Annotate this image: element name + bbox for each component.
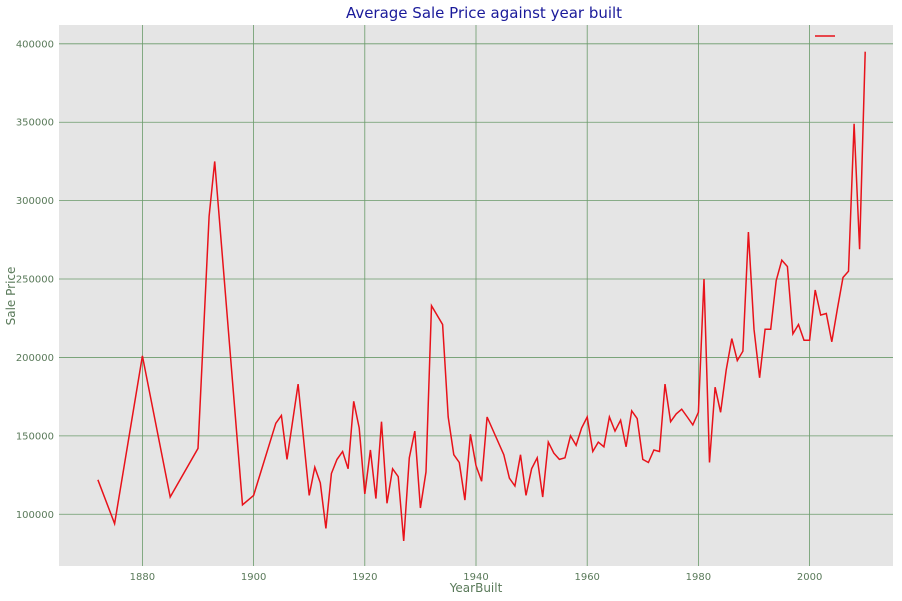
y-tick-label: 100000 [16,510,54,521]
x-tick-label: 1880 [130,572,155,583]
x-tick-label: 1980 [686,572,711,583]
y-tick-label: 350000 [16,118,54,129]
series-line [97,51,866,541]
y-tick-label: 400000 [16,39,54,50]
y-tick-label: 300000 [16,196,54,207]
y-axis-ticks: 100000 150000 200000 250000 300000 350000 4000… [16,39,54,520]
y-axis-title: Sale Price [4,267,18,326]
x-tick-label: 1940 [463,572,488,583]
chart-title: Average Sale Price against year built [346,4,622,22]
y-tick-label: 250000 [16,275,54,286]
x-tick-label: 1960 [574,572,599,583]
x-tick-label: 1900 [241,572,266,583]
y-tick-label: 150000 [16,431,54,442]
x-tick-label: 2000 [797,572,822,583]
x-axis-ticks: 1880 1900 1920 1940 1960 1980 2000 [130,572,823,583]
x-tick-label: 1920 [352,572,377,583]
y-tick-label: 200000 [16,353,54,364]
x-axis-title: YearBuilt [449,581,503,595]
